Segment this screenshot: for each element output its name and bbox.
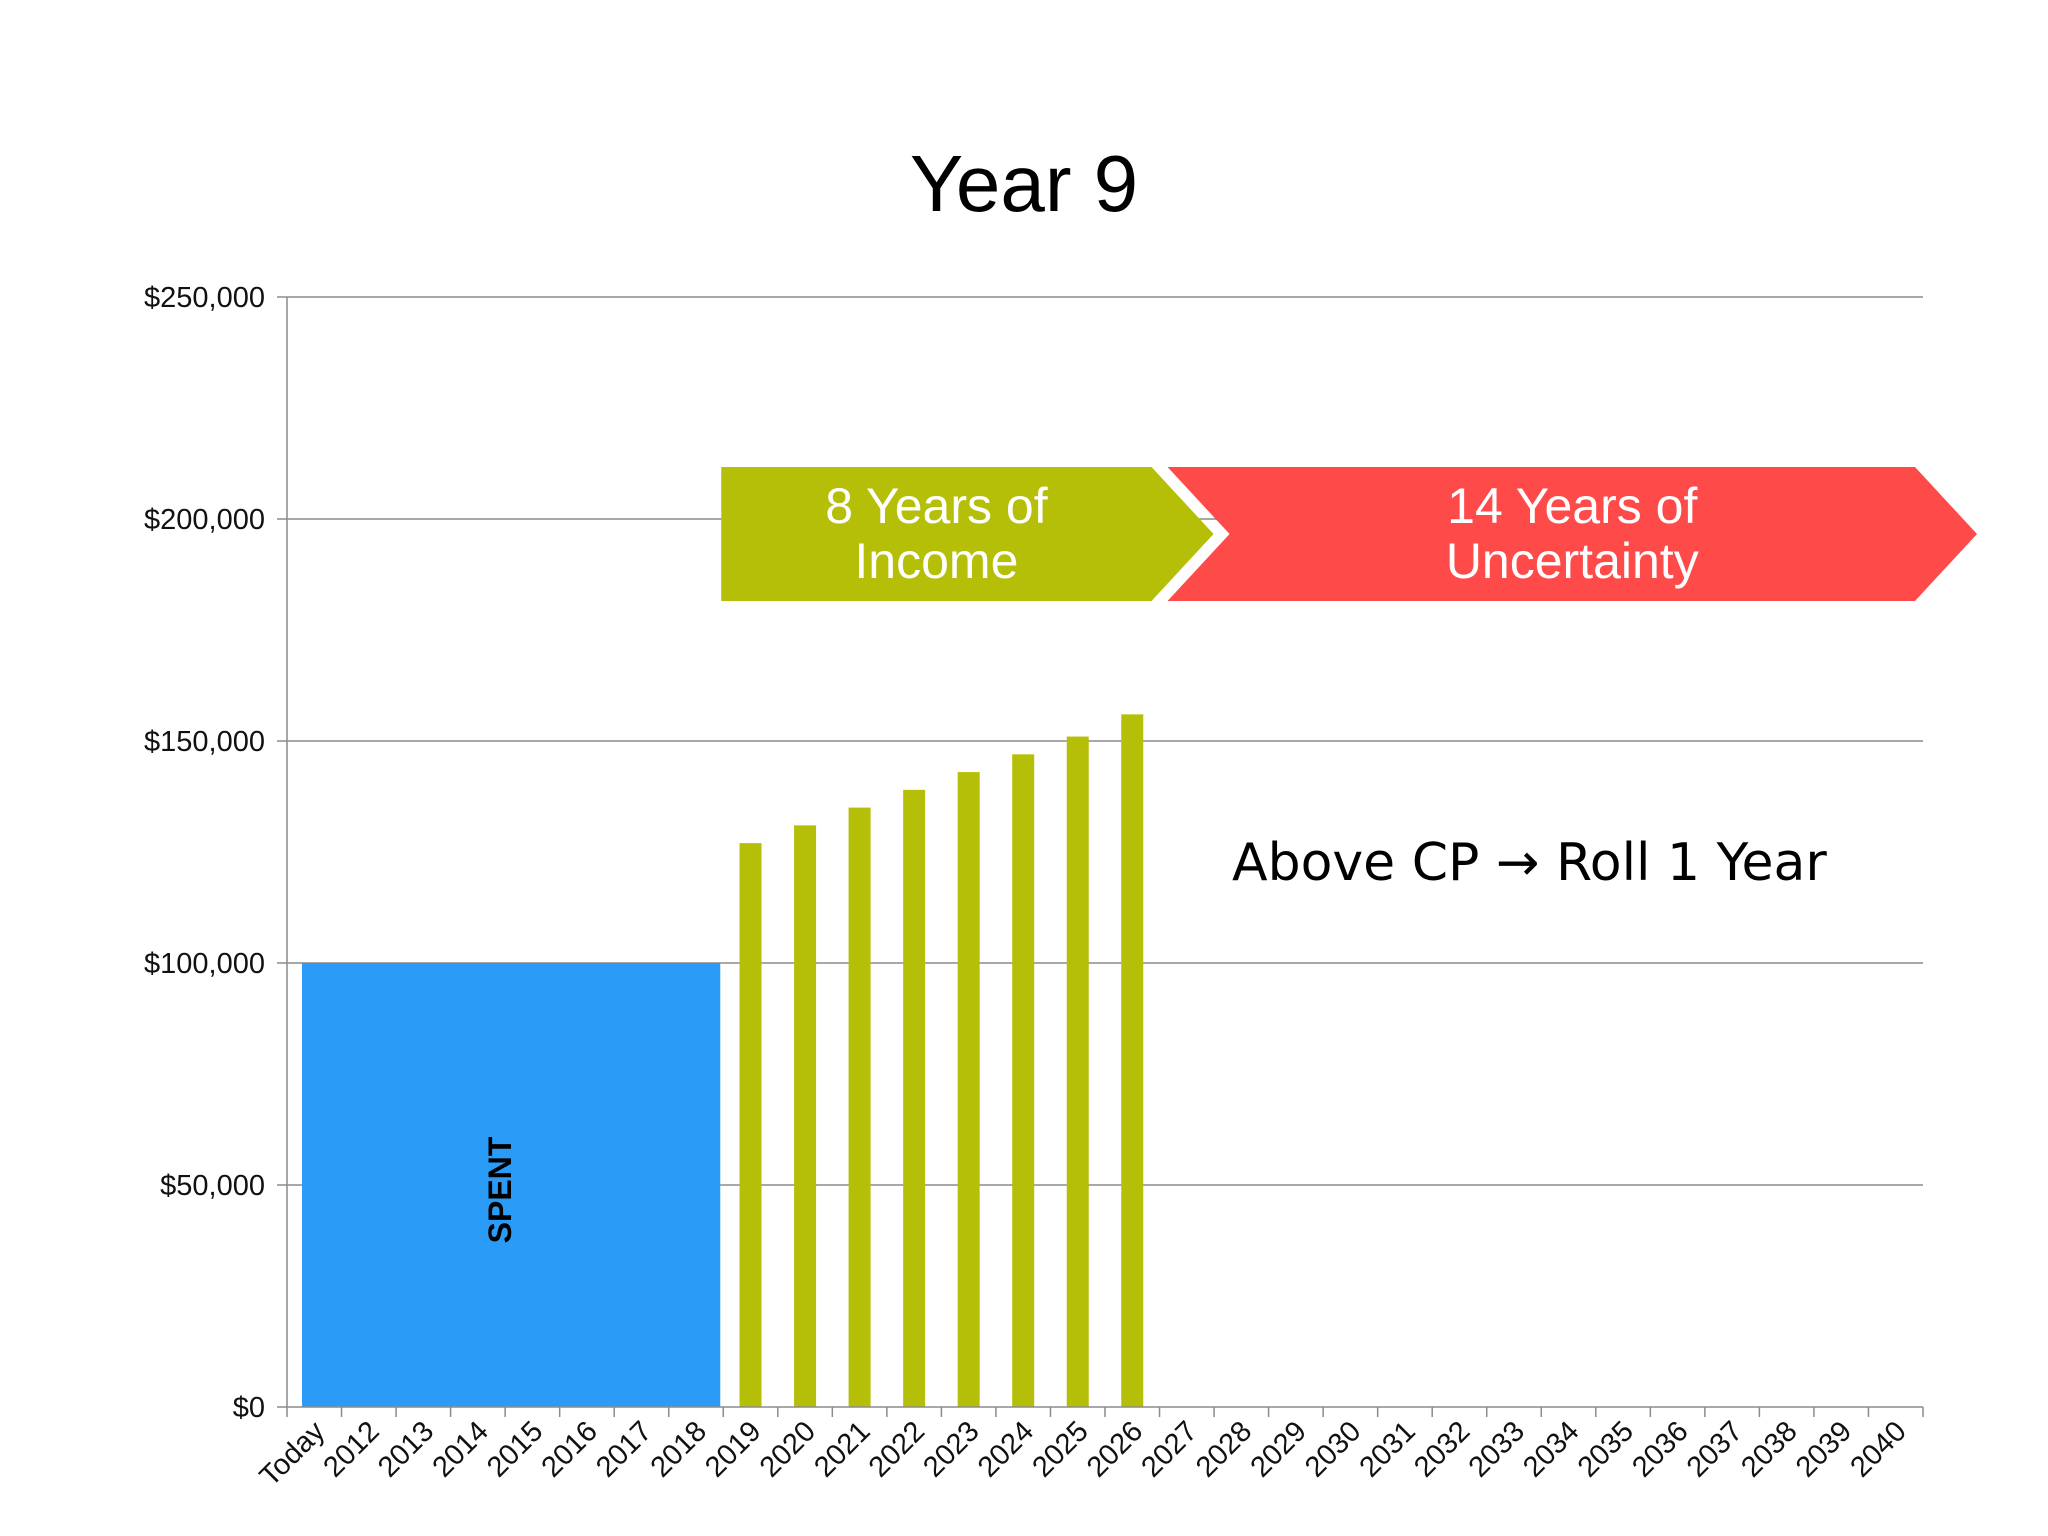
band-label-line1: 8 Years of	[825, 478, 1048, 534]
y-axis-ticks: $0 $50,000 $100,000 $150,000 $200,000 $250,00…	[144, 282, 265, 1424]
x-tick-label: 2026	[1081, 1415, 1149, 1483]
x-axis-ticks: Today20122013201420152016201720182019202…	[254, 1407, 1924, 1493]
x-tick-label: 2039	[1790, 1415, 1858, 1483]
spent-label: SPENT	[482, 1136, 518, 1243]
annotation-text: Above CP → Roll 1 Year	[1232, 833, 1827, 893]
x-tick-label: 2034	[1517, 1415, 1585, 1483]
income-bar-2022	[903, 789, 926, 1407]
x-tick-label: 2025	[1026, 1415, 1094, 1483]
x-tick-label: 2023	[917, 1415, 985, 1483]
x-tick-label: 2030	[1299, 1415, 1367, 1483]
band-label-line2: Income	[854, 533, 1018, 589]
uncertainty-arrow	[1167, 467, 1977, 601]
income-bars	[739, 714, 1144, 1407]
x-tick-label: 2038	[1735, 1415, 1803, 1483]
y-tick-label: $200,000	[144, 504, 265, 536]
y-tick-label: $150,000	[144, 726, 265, 758]
income-bar-2025	[1066, 736, 1089, 1407]
x-tick-label: 2013	[372, 1415, 440, 1483]
x-tick-label: 2019	[699, 1415, 767, 1483]
income-bar-2023	[957, 772, 980, 1407]
x-tick-label: 2016	[536, 1415, 604, 1483]
x-tick-label: 2027	[1136, 1415, 1204, 1483]
income-bar-2026	[1121, 714, 1144, 1407]
annotation: Above CP → Roll 1 Year	[1232, 833, 1827, 893]
x-tick-label: 2018	[645, 1415, 713, 1483]
x-tick-label: 2017	[590, 1415, 658, 1483]
x-tick-label: 2035	[1572, 1415, 1640, 1483]
band-label-line1: 14 Years of	[1447, 478, 1697, 534]
x-tick-label: 2024	[972, 1415, 1040, 1483]
x-tick-label: 2033	[1463, 1415, 1531, 1483]
income-bar-2024	[1012, 754, 1035, 1407]
x-tick-label: 2036	[1626, 1415, 1694, 1483]
x-tick-label: 2015	[481, 1415, 549, 1483]
x-tick-label: 2029	[1245, 1415, 1313, 1483]
y-tick-label: $100,000	[144, 948, 265, 980]
x-tick-label: 2012	[318, 1415, 386, 1483]
chart-title: Year 9	[909, 139, 1139, 228]
y-tick-label: $0	[233, 1392, 265, 1424]
x-tick-label: 2040	[1844, 1415, 1912, 1483]
x-tick-label: 2022	[863, 1415, 931, 1483]
x-tick-label: 2021	[808, 1415, 876, 1483]
spent-block: SPENT	[302, 963, 721, 1407]
x-tick-label: 2037	[1681, 1415, 1749, 1483]
income-bar-2021	[848, 807, 871, 1407]
spent-bar	[302, 963, 721, 1407]
y-tick-label: $250,000	[144, 282, 265, 314]
y-tick-label: $50,000	[160, 1170, 265, 1202]
band-label-line2: Uncertainty	[1446, 533, 1699, 589]
x-tick-label: 2020	[754, 1415, 822, 1483]
x-tick-label: 2014	[427, 1415, 495, 1483]
x-tick-label: 2031	[1354, 1415, 1422, 1483]
income-arrow	[721, 467, 1214, 601]
income-bar-2019	[739, 843, 762, 1407]
x-tick-label: 2028	[1190, 1415, 1258, 1483]
x-tick-label: 2032	[1408, 1415, 1476, 1483]
income-bar-2020	[794, 825, 817, 1407]
x-tick-label: Today	[254, 1415, 332, 1493]
